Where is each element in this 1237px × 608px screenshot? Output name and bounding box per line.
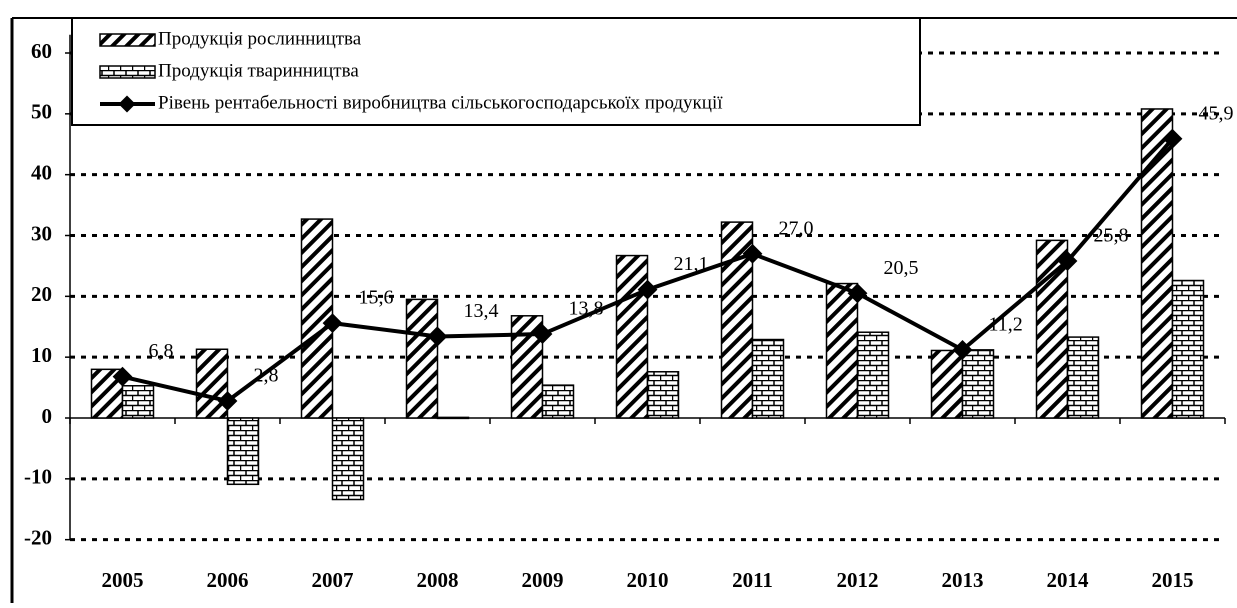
marker: [952, 339, 973, 360]
x-tick-label: 2007: [312, 568, 354, 592]
bar: [615, 254, 649, 419]
x-tick-label: 2015: [1152, 568, 1194, 592]
data-label: 15,6: [359, 287, 394, 309]
bar: [541, 384, 575, 419]
marker: [1057, 251, 1078, 271]
bar: [1035, 239, 1069, 419]
bar: [646, 371, 680, 419]
legend-swatch: [99, 65, 156, 79]
marker: [532, 324, 553, 344]
legend-swatch: [99, 33, 156, 47]
data-label: 25,8: [1094, 225, 1129, 247]
data-label: 27,0: [779, 217, 814, 239]
bar: [331, 417, 365, 501]
bar: [1140, 108, 1174, 419]
marker: [427, 326, 448, 347]
y-tick-label: 0: [42, 404, 53, 428]
marker: [847, 283, 868, 304]
data-label: 11,2: [989, 313, 1023, 335]
marker: [1162, 128, 1183, 149]
legend-swatch: [118, 95, 136, 113]
marker: [112, 366, 133, 387]
y-tick-label: 20: [31, 282, 52, 306]
marker: [322, 313, 343, 333]
y-tick-label: -20: [24, 525, 52, 549]
bar: [751, 338, 785, 419]
y-tick-label: 60: [31, 39, 52, 63]
bar: [961, 349, 995, 419]
x-tick-label: 2010: [627, 568, 669, 592]
bar: [226, 417, 260, 486]
bar: [1171, 279, 1205, 419]
bar: [405, 298, 439, 419]
marker: [217, 391, 238, 411]
data-label: 20,5: [884, 257, 919, 279]
data-label: 6,8: [149, 340, 174, 362]
x-tick-label: 2006: [207, 568, 249, 592]
data-label: 2,8: [254, 365, 279, 387]
legend-label: Продукція тваринництва: [158, 60, 359, 81]
bar: [300, 218, 334, 419]
x-tick-label: 2012: [837, 568, 879, 592]
data-label: 13,8: [569, 298, 604, 320]
y-tick-label: 40: [31, 160, 52, 184]
x-tick-label: 2013: [942, 568, 984, 592]
legend-label: Продукція рослинництва: [158, 28, 362, 49]
bar: [930, 349, 964, 419]
bar: [825, 282, 859, 419]
y-tick-label: -10: [24, 465, 52, 489]
x-tick-label: 2005: [102, 568, 144, 592]
data-label: 21,1: [674, 253, 709, 275]
data-label: 13,4: [464, 300, 499, 322]
bar: [1066, 336, 1100, 419]
bar: [121, 385, 155, 419]
x-tick-label: 2009: [522, 568, 564, 592]
x-tick-label: 2011: [732, 568, 773, 592]
x-tick-label: 2014: [1047, 568, 1090, 592]
x-tick-label: 2008: [417, 568, 459, 592]
bar: [856, 331, 890, 419]
bar: [195, 348, 229, 419]
y-tick-label: 30: [31, 221, 52, 245]
legend-label: Рівень рентабельності виробництва сільсь…: [158, 92, 723, 113]
bar: [436, 416, 470, 420]
marker: [637, 279, 658, 300]
legend-box: [71, 17, 921, 126]
y-tick-label: 10: [31, 343, 52, 367]
data-label: 45,9: [1199, 102, 1234, 124]
y-tick-label: 50: [31, 100, 52, 124]
